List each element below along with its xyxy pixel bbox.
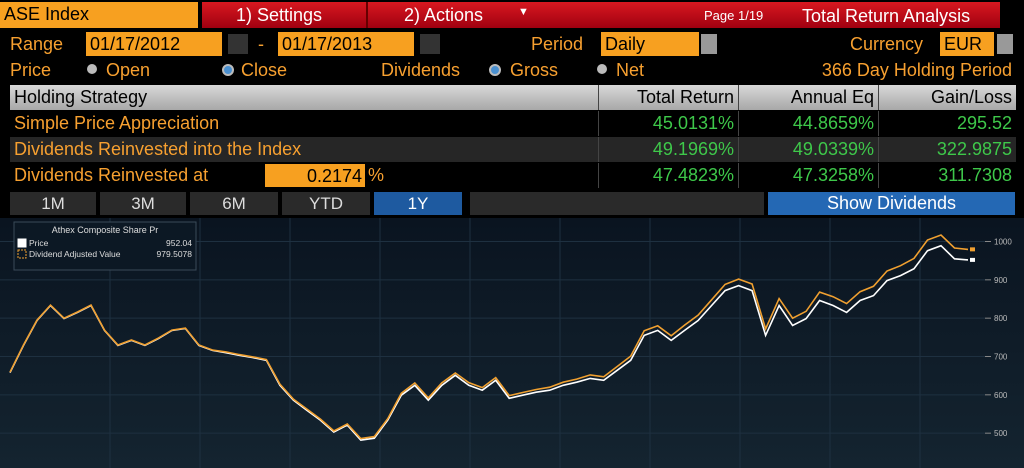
table-row: Simple Price Appreciation 45.0131% 44.86… [10,111,1016,136]
start-date-input[interactable]: 01/17/2012 [86,32,222,56]
legend-swatch [17,238,27,248]
period-button[interactable]: 1M [10,192,96,215]
show-dividends-button[interactable]: Show Dividends [768,192,1015,215]
page-indicator: Page 1/19 [704,8,764,23]
currency-label: Currency [850,34,924,54]
range-label: Range [10,34,64,54]
y-tick-label: 900 [994,276,1008,285]
column-header: Total Return [598,85,738,110]
legend: Price 952.04 Dividend Adjusted Value 979.50… [17,238,193,259]
annual-eq: 44.8659% [738,111,878,136]
legend-box [13,221,197,271]
last-value-marker [970,247,975,252]
strategy-name: Dividends Reinvested at [14,165,209,185]
legend-value: 979.5078 [157,249,193,259]
annual-eq: 47.3258% [738,163,878,188]
radio-off[interactable] [597,64,607,74]
period-button[interactable]: 3M [100,192,186,215]
annual-eq: 49.0339% [738,137,878,162]
radio-label[interactable]: Open [106,60,151,80]
column-header: Annual Eq [738,85,878,110]
y-tick-label: 700 [994,353,1008,362]
period-label: Period [531,34,584,54]
chart: 500 600 700 800 900 1000 Athex Composite Shar… [0,218,1024,468]
y-tick-label: 500 [994,429,1008,438]
menu-divider [366,2,368,28]
table-row: Dividends Reinvested into the Index 49.1… [10,137,1016,162]
legend-label: Price [29,238,49,248]
radio-on[interactable] [489,64,501,76]
gain-loss: 295.52 [878,111,1016,136]
gain-loss: 322.9875 [878,137,1016,162]
period-button[interactable]: YTD [282,192,370,215]
actions-menu[interactable]: 2) Actions [404,5,484,25]
period-dropdown[interactable]: Daily [601,32,699,56]
price-label: Price [10,60,52,80]
security-field[interactable]: ASE Index [0,2,198,28]
table-row: Dividends Reinvested at 0.2174 % 47.4823… [10,163,1016,188]
strategy-name: Simple Price Appreciation [14,113,220,133]
legend-title: Athex Composite Share Pr [52,225,159,235]
y-tick-label: 800 [994,314,1008,323]
rate-input[interactable]: 0.2174 [265,164,365,187]
vertical-grid [109,218,921,468]
menu-bar [202,2,1000,28]
button-spacer [470,192,764,215]
dropdown-button[interactable] [701,34,717,54]
range-separator: - [258,34,264,54]
lines [9,234,975,441]
dropdown-button[interactable] [997,34,1013,54]
column-header: Holding Strategy [14,87,148,107]
period-button-active[interactable]: 1Y [374,192,462,215]
y-tick-label: 1000 [994,238,1012,247]
radio-label[interactable]: Net [616,60,645,80]
currency-dropdown[interactable]: EUR [940,32,994,56]
radio-label[interactable]: Gross [510,60,559,80]
legend-value: 952.04 [166,238,192,248]
strategy-name: Dividends Reinvested into the Index [14,139,302,159]
rate-unit: % [368,165,385,185]
gain-loss: 311.7308 [878,163,1016,188]
series-line [9,234,969,440]
holding-period: 366 Day Holding Period [821,60,1012,80]
settings-menu[interactable]: 1) Settings [236,5,323,25]
total-return: 47.4823% [598,163,738,188]
last-value-marker [970,257,975,262]
calendar-icon[interactable] [228,34,248,54]
dividends-label: Dividends [381,60,461,80]
legend-label: Dividend Adjusted Value [29,249,121,259]
legend-swatch [17,249,27,259]
dropdown-arrow: ▼ [518,6,529,18]
total-return: 49.1969% [598,137,738,162]
radio-off[interactable] [87,64,97,74]
radio-on[interactable] [222,64,234,76]
total-return: 45.0131% [598,111,738,136]
screen-title: Total Return Analysis [802,6,971,26]
calendar-icon[interactable] [420,34,440,54]
radio-label[interactable]: Close [241,60,288,80]
y-tick-label: 600 [994,391,1008,400]
end-date-input[interactable]: 01/17/2013 [278,32,414,56]
grid: 500 600 700 800 900 1000 [0,238,1012,438]
table-header: Holding Strategy Total Return Annual Eq … [10,85,1016,110]
column-header: Gain/Loss [878,85,1016,110]
period-button[interactable]: 6M [190,192,278,215]
